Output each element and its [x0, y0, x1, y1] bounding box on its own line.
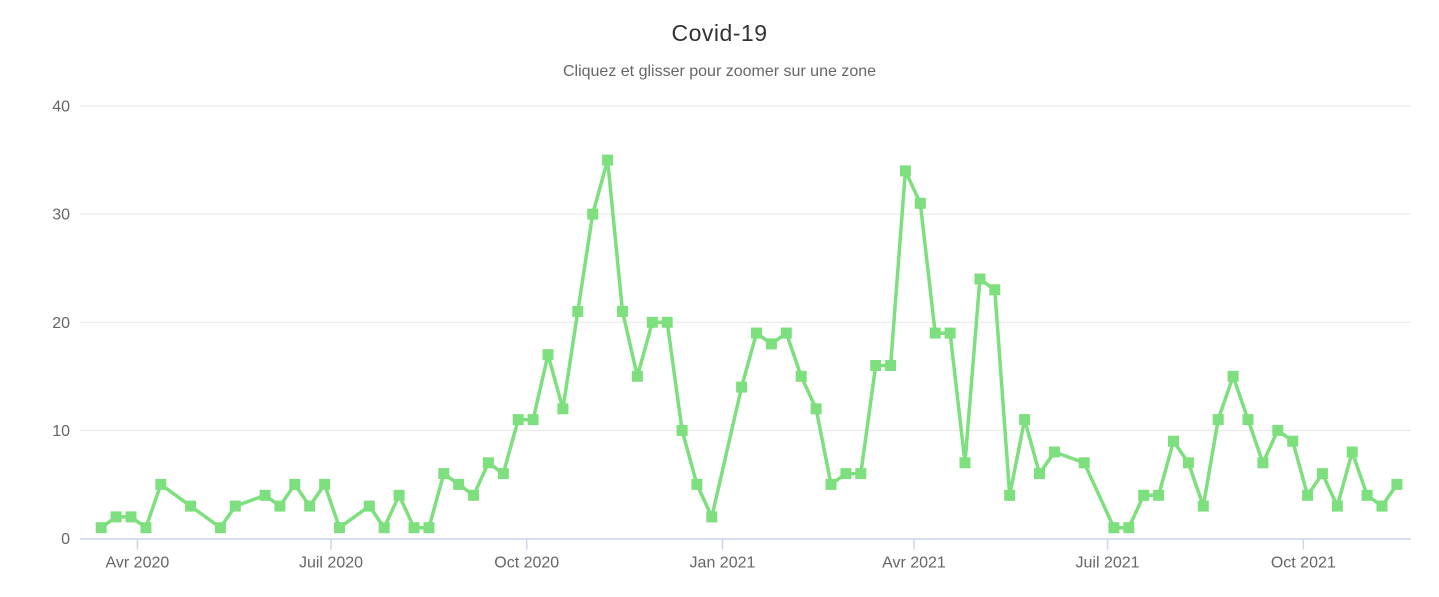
- data-point[interactable]: [617, 305, 628, 317]
- data-point[interactable]: [304, 500, 316, 512]
- data-point[interactable]: [557, 403, 569, 415]
- data-point[interactable]: [1302, 489, 1314, 501]
- data-point[interactable]: [899, 165, 911, 177]
- data-point[interactable]: [542, 349, 554, 361]
- data-point[interactable]: [646, 316, 658, 328]
- data-point[interactable]: [1227, 370, 1239, 382]
- data-point[interactable]: [944, 327, 956, 339]
- data-point[interactable]: [95, 522, 107, 534]
- x-axis-label: Oct 2020: [494, 555, 559, 572]
- data-point[interactable]: [751, 327, 762, 339]
- y-axis-label: 0: [61, 531, 70, 548]
- y-axis-label: 10: [52, 423, 70, 440]
- data-point[interactable]: [1138, 489, 1150, 501]
- y-axis-label: 20: [52, 315, 70, 332]
- data-point[interactable]: [914, 197, 926, 209]
- data-point[interactable]: [363, 500, 375, 512]
- data-point[interactable]: [1376, 500, 1388, 512]
- data-point[interactable]: [497, 468, 509, 480]
- data-point[interactable]: [214, 522, 226, 534]
- data-point[interactable]: [840, 468, 852, 480]
- data-point[interactable]: [855, 468, 867, 480]
- data-point[interactable]: [1272, 424, 1284, 436]
- data-point[interactable]: [453, 478, 465, 490]
- data-point[interactable]: [1346, 446, 1358, 458]
- data-point[interactable]: [468, 489, 480, 501]
- data-point[interactable]: [780, 327, 792, 339]
- data-point[interactable]: [512, 414, 524, 426]
- data-point[interactable]: [602, 154, 614, 166]
- data-point[interactable]: [140, 522, 152, 534]
- data-point[interactable]: [825, 478, 837, 490]
- data-point[interactable]: [1316, 468, 1328, 480]
- data-point[interactable]: [408, 522, 420, 534]
- data-point[interactable]: [1242, 414, 1254, 426]
- x-axis-label: Juil 2020: [299, 555, 363, 572]
- data-point[interactable]: [929, 327, 941, 339]
- data-point[interactable]: [423, 522, 435, 534]
- data-point[interactable]: [125, 511, 137, 523]
- data-point[interactable]: [1182, 457, 1194, 469]
- data-point[interactable]: [378, 522, 390, 534]
- data-point[interactable]: [1168, 435, 1179, 447]
- data-point[interactable]: [810, 403, 822, 415]
- data-point[interactable]: [736, 381, 748, 393]
- data-point[interactable]: [676, 424, 688, 436]
- data-point[interactable]: [1123, 522, 1135, 534]
- chart-title: Covid-19: [671, 20, 768, 46]
- data-point[interactable]: [1331, 500, 1343, 512]
- series-line[interactable]: [99, 158, 1399, 530]
- data-point[interactable]: [691, 478, 703, 490]
- data-point[interactable]: [1004, 489, 1016, 501]
- x-axis-label: Avr 2020: [106, 555, 170, 572]
- data-point[interactable]: [1287, 435, 1299, 447]
- x-axis-label: Jan 2021: [690, 555, 756, 572]
- data-point[interactable]: [1153, 489, 1165, 501]
- data-point[interactable]: [438, 468, 450, 480]
- data-point[interactable]: [989, 284, 1001, 296]
- x-axis-label: Avr 2021: [882, 555, 946, 572]
- y-axis-label: 30: [52, 207, 70, 224]
- data-point[interactable]: [229, 500, 241, 512]
- data-point[interactable]: [587, 208, 599, 220]
- data-point[interactable]: [110, 511, 122, 523]
- data-point[interactable]: [572, 305, 584, 317]
- data-point[interactable]: [1361, 489, 1373, 501]
- data-point[interactable]: [1019, 414, 1031, 426]
- x-axis-label: Oct 2021: [1271, 555, 1336, 572]
- data-point[interactable]: [1108, 522, 1120, 534]
- data-point[interactable]: [1197, 500, 1209, 512]
- data-point[interactable]: [259, 489, 271, 501]
- data-point[interactable]: [765, 338, 777, 350]
- data-point[interactable]: [885, 360, 897, 371]
- data-point[interactable]: [1212, 414, 1224, 426]
- data-point[interactable]: [661, 316, 673, 328]
- data-point[interactable]: [870, 360, 882, 371]
- data-point[interactable]: [631, 370, 643, 382]
- data-point[interactable]: [527, 414, 539, 426]
- data-point[interactable]: [482, 457, 494, 469]
- data-point[interactable]: [289, 478, 301, 490]
- data-point[interactable]: [393, 489, 405, 501]
- data-point[interactable]: [795, 370, 807, 382]
- chart-subtitle: Cliquez et glisser pour zoomer sur une z…: [562, 63, 877, 80]
- data-point[interactable]: [974, 273, 986, 285]
- data-point[interactable]: [1078, 457, 1090, 469]
- data-point[interactable]: [1034, 468, 1045, 480]
- data-point[interactable]: [1391, 478, 1403, 490]
- data-point[interactable]: [1257, 457, 1269, 469]
- data-point[interactable]: [319, 478, 331, 490]
- data-point[interactable]: [185, 500, 197, 512]
- data-point[interactable]: [155, 478, 167, 490]
- data-point[interactable]: [334, 522, 345, 534]
- data-point[interactable]: [959, 457, 971, 469]
- y-axis-label: 40: [52, 99, 70, 116]
- data-point[interactable]: [706, 511, 718, 523]
- data-point[interactable]: [274, 500, 286, 512]
- data-point[interactable]: [1048, 446, 1060, 458]
- x-axis-label: Juil 2021: [1076, 555, 1140, 572]
